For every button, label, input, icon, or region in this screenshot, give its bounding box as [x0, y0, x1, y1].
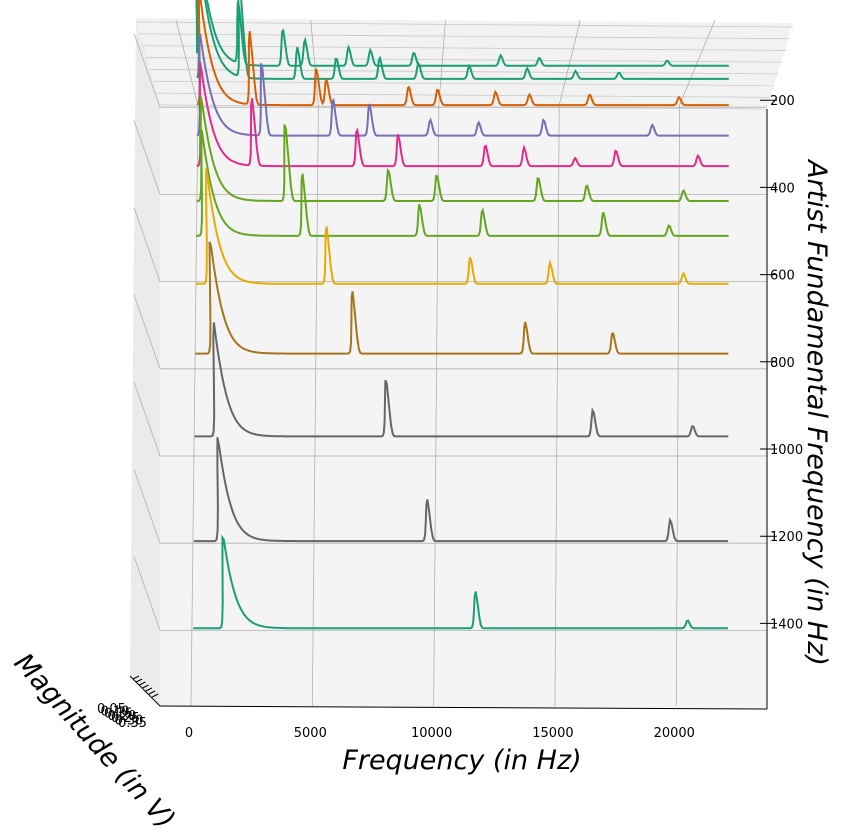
z-tick-label: 0.30: [115, 714, 144, 729]
z-axis-line: [129, 675, 161, 707]
back-grid-line: [156, 92, 771, 98]
y-tick-label: 200: [770, 94, 795, 109]
x-grid-line: [433, 104, 440, 707]
spectrum-line: [193, 534, 728, 630]
floor-pane: [160, 105, 767, 709]
x-grid-line-back: [438, 19, 446, 106]
x-grid-line: [311, 104, 319, 707]
z-tick-mark: [145, 687, 153, 692]
x-grid-line: [190, 104, 199, 707]
back-grid-line: [135, 21, 794, 28]
z-tick-mark: [139, 681, 146, 686]
z-tick-label: 0.15: [104, 707, 133, 722]
y-tick-label: 1400: [770, 617, 803, 632]
x-tick-label: 10000: [411, 726, 452, 741]
spectrum-line: [194, 322, 729, 438]
back-pane: [136, 18, 793, 109]
x-tick-label: 5000: [294, 726, 327, 741]
x-axis-title: Frequency (in Hz): [342, 745, 581, 776]
y-grid-line-side: [133, 120, 161, 195]
spectrum-line: [193, 437, 729, 543]
x-grid-line-back: [679, 19, 716, 106]
grid-lines: [133, 19, 794, 707]
x-tick-label: 20000: [654, 726, 695, 741]
spectrum-line: [195, 0, 729, 67]
x-tick-label: 0: [185, 726, 193, 741]
y-grid-line-side: [133, 469, 161, 544]
y-tick-label: 400: [770, 181, 795, 196]
x-tick-label: 15000: [532, 726, 573, 741]
x-grid-line-back: [558, 19, 581, 106]
x-grid-line: [554, 104, 560, 707]
z-tick-mark: [151, 693, 159, 698]
spectrum-line: [196, 62, 729, 168]
x-grid-line-back: [175, 19, 199, 106]
x-axis-line: [159, 705, 768, 710]
back-grid-line: [142, 45, 786, 51]
y-grid-line-side: [133, 556, 161, 631]
y-grid-line-side: [133, 207, 161, 282]
z-tick-label: 0.20: [108, 709, 137, 724]
spectrum-series: [193, 0, 729, 630]
z-tick-mark: [148, 690, 156, 695]
y-grid-line-side: [133, 33, 161, 108]
z-tick-mark: [142, 684, 149, 689]
spectrum-line: [195, 168, 729, 285]
z-tick-label: 0.10: [101, 704, 130, 719]
z-tick-mark: [135, 678, 143, 683]
z-tick-label: 0.05: [97, 702, 126, 717]
spectrum-line: [196, 96, 729, 202]
axis-panes: [130, 18, 793, 709]
y-axis-title: Artist Fundamental Frequency (in Hz): [801, 158, 832, 666]
back-grid-line: [153, 80, 775, 86]
spectrum-line: [196, 0, 729, 107]
spectrum-line: [195, 241, 729, 355]
side-pane: [130, 18, 160, 706]
tick-labels: 0 5000 10000 15000 20000 200 400 600 800 1000 1200…: [97, 94, 803, 741]
z-tick-label: 0.35: [118, 716, 147, 731]
axes: [129, 99, 777, 710]
spectrum-line: [196, 0, 729, 80]
y-tick-label: 800: [770, 356, 795, 371]
x-grid-line: [675, 104, 681, 707]
z-tick-label: 0.25: [111, 711, 140, 726]
spectrum-line: [196, 130, 729, 237]
y-grid-line-side: [133, 381, 161, 457]
x-grid-line-back: [310, 19, 319, 106]
y-grid-line-side: [133, 294, 161, 369]
z-tick-mark: [132, 675, 140, 680]
y-tick-label: 600: [770, 269, 795, 284]
y-tick-label: 1000: [770, 443, 803, 458]
back-grid-line: [139, 33, 790, 40]
y-tick-label: 1200: [770, 530, 803, 545]
